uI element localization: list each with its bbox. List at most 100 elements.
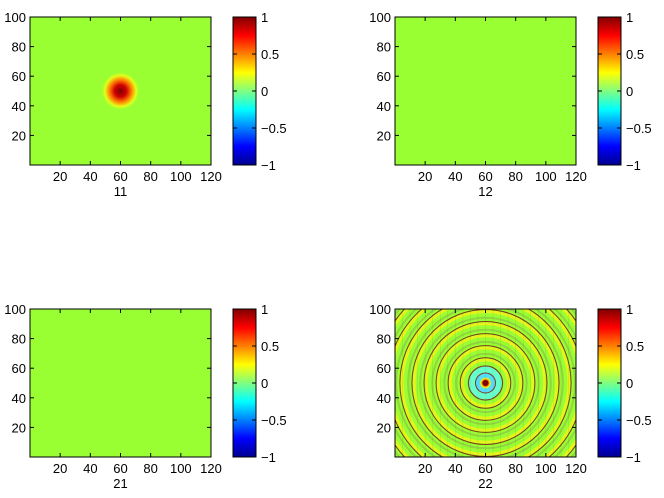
- colorbar-tick-label: −0.5: [626, 413, 652, 428]
- ring-contour: [435, 333, 536, 433]
- x-tick-label: 120: [200, 169, 222, 184]
- x-tick-label: 60: [478, 461, 492, 476]
- heatmap-field: [395, 17, 576, 165]
- peak-core: [482, 380, 489, 386]
- y-tick-label: 20: [377, 420, 391, 435]
- y-tick-label: 60: [377, 361, 391, 376]
- colorbar-tick-label: 0.5: [626, 339, 644, 354]
- colorbar-tick-label: 1: [261, 10, 268, 25]
- ring-contour: [423, 321, 548, 445]
- colorbar-tick-label: 0.5: [261, 339, 279, 354]
- ring-band-alt: [419, 316, 552, 450]
- x-axis-label: 11: [114, 184, 128, 199]
- x-tick-label: 20: [418, 461, 432, 476]
- colorbar: [598, 309, 621, 457]
- colorbar-tick-label: −1: [261, 158, 276, 173]
- ring-band: [448, 346, 523, 420]
- x-axis-label: 22: [478, 476, 492, 491]
- y-tick-label: 60: [377, 69, 391, 84]
- peak-spot: [100, 71, 141, 111]
- x-tick-label: 100: [170, 461, 192, 476]
- x-tick-label: 20: [53, 169, 67, 184]
- ring-contour: [475, 372, 496, 394]
- ring-band-alt: [431, 328, 540, 438]
- ring-contour: [447, 345, 524, 421]
- colorbar-tick-label: −0.5: [626, 121, 652, 136]
- x-tick-label: 80: [508, 461, 522, 476]
- y-tick-label: 100: [4, 302, 26, 317]
- y-tick-label: 100: [4, 10, 26, 25]
- colorbar-tick-label: −1: [261, 450, 276, 465]
- ring-contour: [468, 365, 503, 401]
- colorbar-tick-label: 0.5: [626, 47, 644, 62]
- y-tick-label: 40: [12, 391, 26, 406]
- y-tick-label: 20: [12, 420, 26, 435]
- y-tick-label: 60: [12, 361, 26, 376]
- x-tick-label: 100: [535, 461, 557, 476]
- x-tick-label: 100: [535, 169, 557, 184]
- ring-contour: [399, 309, 572, 457]
- x-tick-label: 20: [418, 169, 432, 184]
- x-tick-label: 60: [478, 169, 492, 184]
- y-tick-label: 100: [369, 10, 391, 25]
- y-tick-label: 40: [377, 391, 391, 406]
- x-tick-label: 120: [200, 461, 222, 476]
- colorbar-tick-label: 1: [261, 302, 268, 317]
- y-tick-label: 20: [12, 128, 26, 143]
- colorbar-tick-label: 0: [261, 84, 268, 99]
- colorbar-tick-label: 1: [626, 302, 633, 317]
- x-axis-label: 21: [113, 476, 127, 491]
- x-tick-label: 40: [448, 169, 462, 184]
- y-tick-label: 60: [12, 69, 26, 84]
- panel-21: 20 40 60 80 100 120 20 40 60 80 100 21 −1 −0.5 0 0.5 1: [4, 302, 286, 491]
- x-tick-label: 80: [508, 169, 522, 184]
- ring-contour: [459, 357, 512, 409]
- panel-22: 20 40 60 80 100 120 20 40 60 80 100 22 −1 −0.5 0 0.5 1: [369, 302, 652, 491]
- colorbar: [233, 17, 256, 165]
- x-tick-label: 120: [565, 169, 587, 184]
- colorbar-tick-label: −0.5: [261, 121, 287, 136]
- colorbar-tick-label: −1: [626, 450, 641, 465]
- y-tick-label: 80: [377, 40, 391, 55]
- ring-band-alt: [407, 309, 564, 457]
- x-tick-label: 80: [143, 169, 157, 184]
- y-tick-label: 100: [369, 302, 391, 317]
- y-tick-label: 40: [12, 99, 26, 114]
- ring-band-alt: [395, 309, 576, 457]
- x-tick-label: 20: [53, 461, 67, 476]
- colorbar-tick-label: 0: [626, 84, 633, 99]
- colorbar-tick-label: 1: [626, 10, 633, 25]
- colorbar-tick-label: 0: [261, 376, 268, 391]
- panel-12: 20 40 60 80 100 120 20 40 60 80 100 12 −1 −0.5 0 0.5 1: [369, 10, 651, 199]
- x-axis-label: 12: [478, 184, 492, 199]
- y-tick-label: 40: [377, 99, 391, 114]
- x-tick-label: 40: [83, 169, 97, 184]
- y-tick-label: 80: [377, 332, 391, 347]
- ring-band: [424, 322, 547, 444]
- x-tick-label: 120: [565, 461, 587, 476]
- y-tick-label: 80: [12, 40, 26, 55]
- colorbar: [233, 309, 256, 457]
- x-tick-label: 80: [143, 461, 157, 476]
- ring-band: [460, 358, 511, 408]
- colorbar-tick-label: 0.5: [261, 47, 279, 62]
- ring-band: [436, 334, 535, 432]
- x-tick-label: 60: [113, 461, 127, 476]
- ring-band: [400, 309, 571, 457]
- colorbar-tick-label: −1: [626, 158, 641, 173]
- x-tick-label: 40: [448, 461, 462, 476]
- colorbar-tick-label: −0.5: [261, 413, 287, 428]
- colorbar-tick-label: 0: [626, 376, 633, 391]
- x-tick-label: 100: [170, 169, 192, 184]
- colorbar: [598, 17, 621, 165]
- panel-11: 20 40 60 80 100 120 20 40 60 80 100 11 −1 −0.5 0 0.5 1: [4, 10, 286, 199]
- ring-band-alt: [443, 340, 528, 426]
- y-tick-label: 80: [12, 332, 26, 347]
- y-tick-label: 20: [377, 128, 391, 143]
- x-tick-label: 40: [83, 461, 97, 476]
- ring-band-alt: [455, 352, 516, 414]
- x-tick-label: 60: [113, 169, 127, 184]
- heatmap-content: [100, 71, 141, 111]
- heatmap-field: [30, 309, 211, 457]
